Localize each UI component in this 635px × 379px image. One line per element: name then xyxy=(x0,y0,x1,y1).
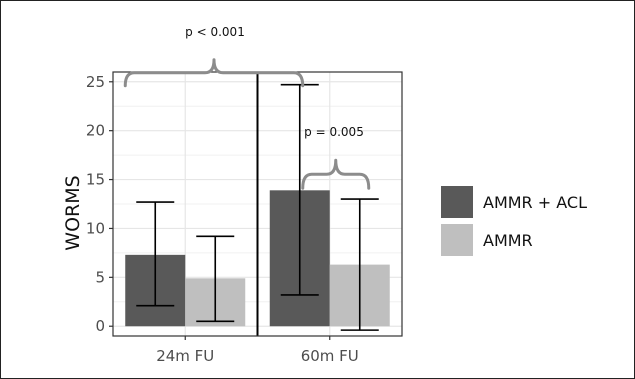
legend-label-ammr-acl: AMMR + ACL xyxy=(483,193,587,212)
y-tick-label: 20 xyxy=(86,122,105,140)
annotation-layer xyxy=(123,58,371,190)
legend-swatch-ammr-acl xyxy=(441,186,473,218)
x-tick-label: 24m FU xyxy=(156,347,214,365)
significance-brace-1 xyxy=(123,58,305,88)
legend-label-ammr: AMMR xyxy=(483,231,533,250)
x-tick-label: 60m FU xyxy=(301,347,359,365)
y-tick-label: 0 xyxy=(95,317,105,335)
significance-brace-2 xyxy=(301,158,371,190)
legend-swatch-ammr xyxy=(441,224,473,256)
axis-layer: 0 5 10 15 20 25 24m FU 60m FU xyxy=(86,71,403,365)
y-tick-label: 5 xyxy=(95,268,105,286)
y-tick-label: 10 xyxy=(86,219,105,237)
error-bars-layer xyxy=(136,83,379,331)
y-axis-label: WORMS xyxy=(62,175,84,250)
p-value-label-2: p = 0.005 xyxy=(304,125,364,139)
p-value-label-1: p < 0.001 xyxy=(185,25,245,39)
y-tick-label: 25 xyxy=(86,73,105,91)
legend: AMMR + ACL AMMR xyxy=(441,186,587,256)
y-tick-label: 15 xyxy=(86,171,105,189)
